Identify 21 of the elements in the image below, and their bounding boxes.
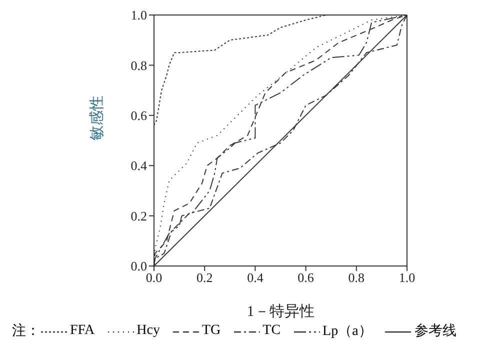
y-tick-label: 0.4 <box>130 158 148 174</box>
y-tick-label: 0.6 <box>130 108 148 124</box>
x-tick-label: 0.6 <box>298 270 314 286</box>
legend-label: 参考线 <box>414 322 456 340</box>
y-tick-label: 0.0 <box>130 258 147 274</box>
x-tick-label: 1.0 <box>398 270 416 286</box>
x-tick-label: 0.0 <box>146 270 162 286</box>
legend-label: TG <box>202 323 221 339</box>
y-tick-label: 0.8 <box>130 58 147 73</box>
text: 注： <box>12 322 40 340</box>
legend-label: TC <box>262 323 281 339</box>
legend-label: Hcy <box>136 323 160 339</box>
y-tick-label: 1.0 <box>130 8 147 23</box>
x-tick-label: 0.2 <box>196 270 213 286</box>
x-axis-title: 1－特异性 <box>246 303 314 320</box>
y-tick-label: 0.2 <box>130 208 147 224</box>
legend-label: Lp（a） <box>322 323 372 340</box>
y-axis-title: 敏感性 <box>88 96 106 140</box>
x-tick-label: 0.8 <box>348 270 365 286</box>
legend-label: FFA <box>70 323 95 339</box>
x-tick-label: 0.4 <box>247 270 264 286</box>
